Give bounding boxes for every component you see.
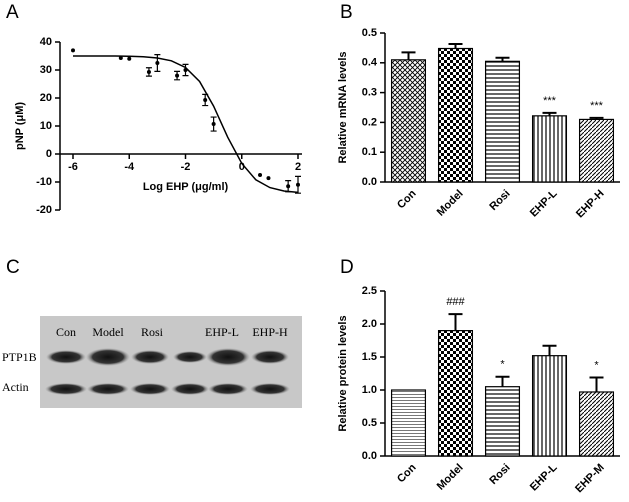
x-tick-label: EHP-L	[528, 187, 560, 219]
x-tick-label: Con	[395, 461, 419, 485]
data-point	[203, 97, 208, 102]
data-point	[296, 182, 300, 187]
data-point	[286, 184, 291, 189]
error-bar	[448, 313, 463, 331]
x-tick-label: -6	[68, 161, 78, 173]
x-tick-label: Con	[395, 187, 419, 211]
y-tick-label: 40	[40, 36, 52, 48]
y-tick-label: 10	[40, 120, 52, 132]
x-tick-label: EHP-H	[574, 188, 607, 221]
bar	[390, 59, 427, 183]
x-tick-label: 2	[295, 161, 301, 173]
y-tick-label: 0.4	[362, 57, 378, 69]
y-tick-label: -10	[36, 176, 52, 188]
error-bar	[448, 43, 463, 49]
lane-label: EHP-L	[205, 325, 239, 339]
y-tick-label: -20	[36, 204, 52, 216]
western-blot	[40, 316, 302, 408]
significance-label: ***	[590, 100, 604, 112]
data-point	[71, 48, 75, 53]
data-point	[266, 176, 271, 181]
y-tick-label: 0.1	[362, 146, 377, 158]
y-tick-label: 2.0	[362, 318, 377, 330]
bar	[437, 47, 474, 183]
bar	[437, 330, 474, 457]
y-tick-label: 30	[40, 64, 52, 76]
y-tick-label: 2.5	[362, 285, 377, 297]
lane-label: Model	[92, 325, 124, 339]
significance-label: *	[594, 359, 599, 371]
lane-label: Con	[56, 325, 76, 339]
error-bar	[542, 344, 557, 356]
y-axis-label: Relative mRNA levels	[337, 51, 349, 163]
x-tick-label: EHP-L	[528, 461, 560, 493]
y-tick-label: 0.0	[362, 176, 377, 188]
bar	[484, 386, 521, 457]
x-axis-label: Log EHP (μg/ml)	[143, 181, 229, 193]
bar	[531, 115, 568, 183]
y-tick-label: 1.0	[362, 384, 377, 396]
row-label: Actin	[2, 380, 29, 394]
x-tick-label: -4	[124, 161, 135, 173]
error-bar	[495, 375, 510, 387]
lane-label: EHP-H	[252, 325, 288, 339]
y-tick-label: 0	[46, 148, 52, 160]
error-bar	[589, 376, 604, 392]
y-axis-label: pNP (μM)	[14, 102, 26, 150]
blot-bands	[45, 348, 290, 395]
y-axis-label: Relative protein levels	[337, 315, 349, 431]
x-tick-label: 0	[239, 161, 245, 173]
data-point	[175, 73, 180, 78]
error-bar	[401, 51, 416, 60]
y-tick-label: 0.3	[362, 87, 377, 99]
panel-label: C	[6, 257, 20, 278]
x-tick-label: Rosi	[487, 188, 512, 213]
y-tick-label: 0.5	[362, 27, 377, 39]
x-tick-label: Rosi	[487, 462, 512, 487]
row-label: PTP1B	[2, 350, 37, 364]
data-point	[155, 61, 160, 65]
bar	[578, 391, 615, 457]
bar	[531, 355, 568, 457]
x-tick-label: Model	[435, 188, 466, 219]
bar	[578, 118, 615, 183]
data-point	[211, 122, 216, 127]
data-point	[146, 69, 151, 74]
bar	[390, 389, 427, 457]
significance-label: *	[500, 359, 505, 371]
bar	[484, 60, 521, 183]
y-tick-label: 0.0	[362, 450, 377, 462]
significance-label: ***	[543, 95, 557, 107]
x-tick-label: EHP-M	[573, 462, 607, 496]
y-tick-label: 0.2	[362, 116, 377, 128]
significance-label: ###	[446, 296, 465, 308]
lane-label: Rosi	[141, 325, 164, 339]
panel-label: A	[6, 2, 19, 23]
data-point	[118, 55, 123, 60]
x-tick-label: Model	[435, 462, 466, 493]
data-point	[183, 68, 188, 72]
data-point	[258, 173, 263, 177]
y-tick-label: 20	[40, 92, 52, 104]
y-tick-label: 0.5	[362, 417, 377, 429]
x-tick-label: -2	[181, 161, 191, 173]
panel-label: D	[340, 257, 354, 278]
data-point	[127, 56, 132, 61]
panel-label: B	[340, 2, 353, 23]
y-tick-label: 1.5	[362, 351, 377, 363]
